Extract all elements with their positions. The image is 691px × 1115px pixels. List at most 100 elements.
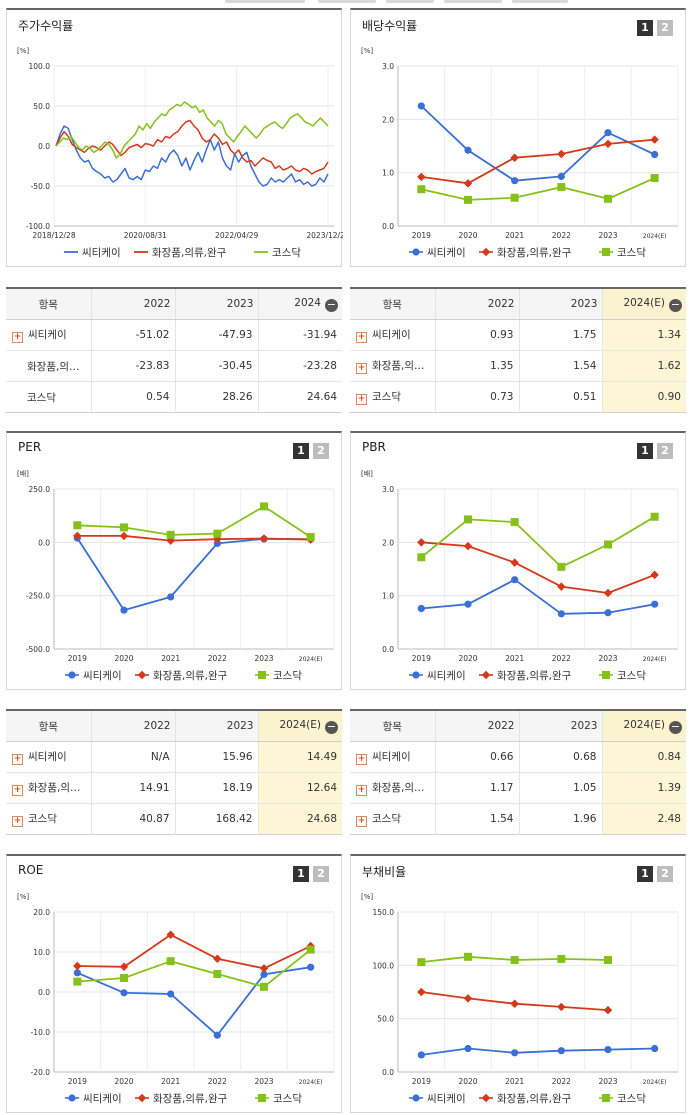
data-point [119,962,129,972]
x-tick-label: 2019 [412,654,431,663]
expand-plus-icon[interactable]: + [356,785,367,796]
row-label-cell: + 씨티케이 [6,319,91,351]
view-1-button[interactable]: 1 [293,443,309,459]
expand-plus-icon[interactable]: + [356,394,367,405]
y-tick-label: 50.0 [377,1015,394,1024]
table-cell: 1.39 [601,772,686,804]
y-tick-label: 0.0 [38,988,50,997]
data-point [417,553,426,562]
data-point [602,248,610,256]
x-tick-label: 2021 [161,1077,180,1086]
data-point [650,135,659,144]
table-cell: 0.54 [90,381,175,413]
x-tick-label: 2023 [598,231,617,240]
x-tick-label: 2023 [254,1077,273,1086]
data-point [557,562,566,571]
data-point [417,987,426,997]
view-2-button[interactable]: 2 [657,443,673,459]
collapse-button[interactable]: − [325,297,338,312]
column-header: 항목 [350,288,435,320]
row-label-cell: + 씨티케이 [6,741,91,773]
row-label: 화장품,의… [28,782,81,794]
view-1-button[interactable]: 1 [637,20,653,36]
expand-plus-icon[interactable]: + [12,332,23,343]
table-cell: -51.02 [90,319,175,351]
data-point [412,248,420,256]
series-line [421,578,655,615]
view-2-button[interactable]: 2 [657,20,673,36]
row-label-cell: + 화장품,의… [350,350,435,382]
data-point [68,671,76,679]
y-tick-label: 250.0 [29,485,51,494]
column-header: 2024− [257,288,342,320]
legend-label: 코스닥 [617,1093,646,1105]
table-pbr: 항목 2022 2023 2024(E) − + 씨티케이 0.66 0.68 0.84 + 화장품,… [350,709,686,835]
table-cell: 40.87 [90,803,175,835]
data-point [258,671,266,679]
expand-plus-icon[interactable]: + [356,332,367,343]
series-line [421,138,655,185]
expand-plus-icon[interactable]: + [356,363,367,374]
x-tick-label: 2024(E) [643,233,667,240]
data-point [260,970,268,978]
table-cell: 14.91 [90,772,175,804]
row-label-cell: 화장품,의… [6,350,91,382]
table-row: + 씨티케이 N/A 15.96 14.49 [6,741,342,773]
top-tab-stub [386,0,434,3]
pbr-chart: [배] 3.0 2.0 1.0 0.0 2019 2020 2021 2022 2023 2024(… [361,469,679,682]
legend-label: 씨티케이 [83,670,122,682]
legend-label: 씨티케이 [83,1093,122,1105]
expand-plus-icon[interactable]: + [12,785,23,796]
view-1-button[interactable]: 1 [637,866,653,882]
view-2-button[interactable]: 2 [657,866,673,882]
data-point [167,990,175,998]
row-label-cell: 코스닥 [6,382,91,413]
y-tick-label: 20.0 [33,908,50,917]
table-row: 코스닥 0.54 28.26 24.64 [6,381,342,413]
y-tick-label: 2.0 [382,115,394,124]
data-point [650,174,659,182]
collapse-button[interactable]: − [669,297,682,312]
table-cell: 1.54 [434,803,519,835]
data-point [464,515,472,524]
data-point [481,1093,491,1103]
data-point [417,102,425,110]
data-point [604,956,612,964]
table-cell: 18.19 [174,772,258,804]
series-line [77,505,312,538]
x-tick-label: 2019 [68,654,87,663]
x-tick-label: 2022/04/29 [215,231,258,240]
expand-plus-icon[interactable]: + [356,816,367,827]
view-1-button[interactable]: 1 [293,866,309,882]
data-point [73,977,82,986]
x-tick-label: 2021 [505,1077,524,1086]
legend-label: 씨티케이 [427,1093,466,1105]
collapse-button[interactable]: − [669,719,682,734]
column-header-label: 2023 [226,720,254,732]
view-2-button[interactable]: 2 [313,443,329,459]
panel-title: PER [18,440,42,454]
data-point [417,1051,425,1059]
column-header-label: 항목 [382,298,402,311]
data-point [510,558,519,567]
y-tick-label: 0.0 [382,1068,394,1077]
data-point [73,961,82,971]
data-point [651,600,659,608]
table-cell: -31.94 [257,319,342,351]
data-point [258,1094,266,1102]
series-line [420,105,656,182]
column-header-label: 2024 [294,296,321,309]
y-tick-label: 0.0 [38,142,50,151]
view-1-button[interactable]: 1 [637,443,653,459]
column-header-label: 2023 [226,298,254,310]
table-cell: 15.96 [174,741,258,773]
column-header: 2022 [90,710,175,742]
expand-plus-icon[interactable]: + [356,754,367,765]
expand-plus-icon[interactable]: + [12,754,23,765]
expand-plus-icon[interactable]: + [12,816,23,827]
view-2-button[interactable]: 2 [313,866,329,882]
data-point [602,671,610,679]
y-tick-label: -100.0 [26,222,50,231]
collapse-button[interactable]: − [325,719,338,734]
